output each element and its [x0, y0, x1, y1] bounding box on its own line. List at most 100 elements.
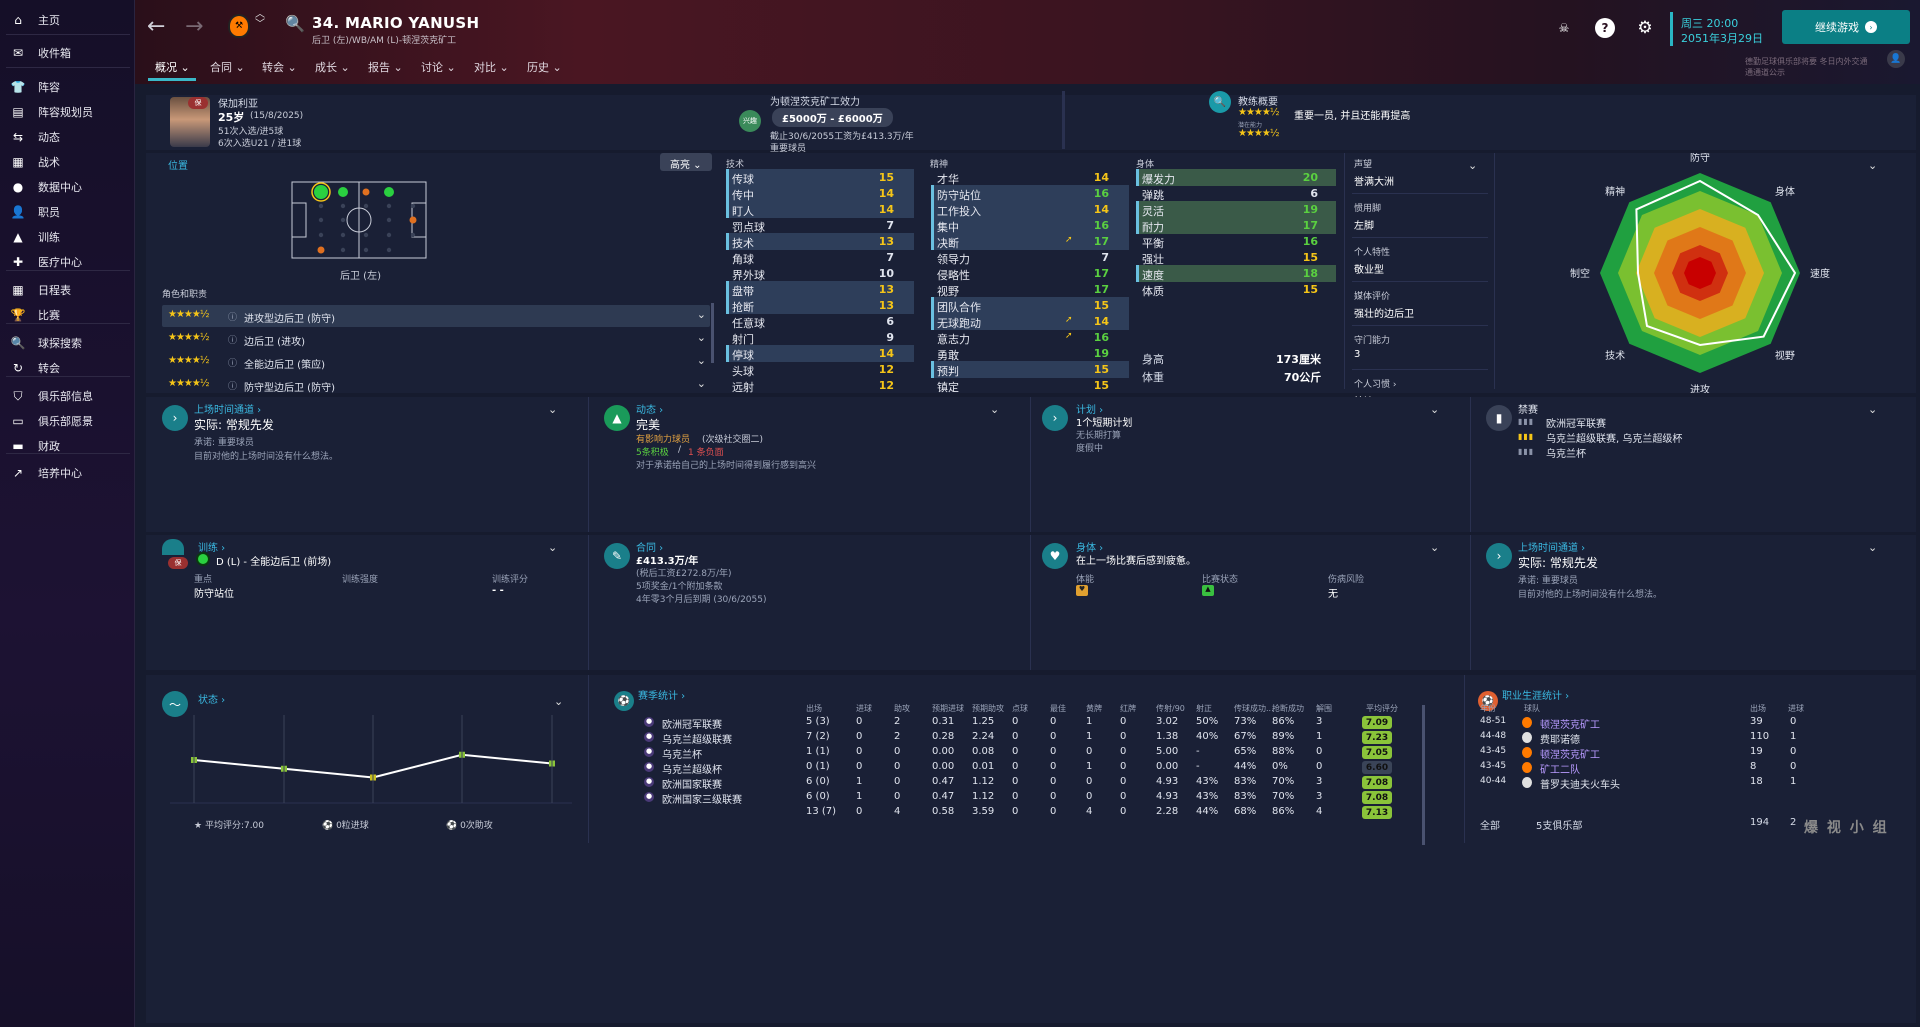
- contract-header[interactable]: 合同 ›: [636, 543, 664, 554]
- role-row[interactable]: ★★★★½ ⓘ 防守型边后卫 (防守) ⌄: [162, 374, 710, 396]
- season-col-header[interactable]: 红牌: [1120, 704, 1136, 713]
- sidebar-item-clipboard[interactable]: ▤ 阵容规划员: [0, 99, 135, 125]
- tab-1[interactable]: 合同 ⌄: [210, 61, 245, 74]
- skull-icon[interactable]: ☠: [1558, 21, 1570, 35]
- chevron-down-icon[interactable]: ⌄: [554, 695, 564, 708]
- training-header[interactable]: 训练 ›: [198, 543, 226, 554]
- chevron-down-icon[interactable]: ⌄: [548, 541, 558, 554]
- sidebar-item-transfer[interactable]: ↻ 转会: [0, 355, 135, 381]
- sidebar-item-training[interactable]: ▲ 训练: [0, 224, 135, 250]
- tab-5[interactable]: 讨论 ⌄: [421, 61, 456, 74]
- position-header[interactable]: 位置: [168, 161, 188, 172]
- sidebar-item-dynamics[interactable]: ⇆ 动态: [0, 124, 135, 150]
- career-club[interactable]: 顿涅茨克矿工: [1540, 720, 1600, 731]
- sidebar-item-vision[interactable]: ▭ 俱乐部愿景: [0, 408, 135, 434]
- season-stats-header[interactable]: 赛季统计 ›: [638, 691, 686, 702]
- season-col-header[interactable]: 进球: [856, 704, 872, 713]
- training-role[interactable]: D (L) - 全能边后卫 (前场): [216, 557, 332, 568]
- role-name: 全能边后卫 (策应): [244, 360, 325, 371]
- scrollbar[interactable]: [1422, 705, 1425, 845]
- sidebar-item-scout-search[interactable]: 🔍 球探搜索: [0, 330, 135, 356]
- sidebar-item-calendar[interactable]: ▦ 日程表: [0, 277, 135, 303]
- attribute-row: 弹跳 6: [1136, 185, 1336, 202]
- season-col-header[interactable]: 解围: [1316, 704, 1332, 713]
- competition-name[interactable]: 欧洲国家三级联赛: [662, 795, 742, 806]
- tab-3[interactable]: 成长 ⌄: [315, 61, 350, 74]
- sidebar-item-home[interactable]: ⌂ 主页: [0, 7, 135, 33]
- season-col-header[interactable]: 抢断成功: [1272, 704, 1304, 713]
- sidebar-item-staff[interactable]: 👤 职员: [0, 199, 135, 225]
- fitness-header[interactable]: 身体 ›: [1076, 543, 1104, 554]
- sidebar-item-development[interactable]: ↗ 培养中心: [0, 460, 135, 486]
- player-switch-chevrons-icon[interactable]: ︿ ﹀: [255, 9, 265, 30]
- season-col-header[interactable]: 出场: [806, 704, 822, 713]
- competition-name[interactable]: 欧洲国家联赛: [662, 780, 722, 791]
- forward-arrow-icon[interactable]: →: [185, 14, 204, 39]
- sidebar-item-label: 比赛: [38, 309, 60, 322]
- gear-icon[interactable]: ⚙: [1637, 18, 1653, 38]
- season-col-header[interactable]: 传射/90: [1156, 704, 1185, 713]
- tab-7[interactable]: 历史 ⌄: [527, 61, 562, 74]
- info-label[interactable]: 个人习惯 ›: [1354, 380, 1397, 390]
- competition-name[interactable]: 乌克兰超级联赛: [662, 735, 732, 746]
- career-stats-header[interactable]: 职业生涯统计 ›: [1502, 691, 1570, 702]
- chevron-down-icon[interactable]: ⌄: [696, 331, 706, 344]
- sidebar-item-inbox[interactable]: ✉ 收件箱: [0, 40, 135, 66]
- scrollbar[interactable]: [711, 303, 714, 363]
- role-row[interactable]: ★★★★½ ⓘ 进攻型边后卫 (防守) ⌄: [162, 305, 710, 327]
- chevron-down-icon[interactable]: ⌄: [1868, 403, 1878, 416]
- chevron-down-icon[interactable]: ⌄: [696, 377, 706, 390]
- competition-name[interactable]: 乌克兰超级杯: [662, 765, 722, 776]
- chevron-down-icon[interactable]: ⌄: [990, 403, 1000, 416]
- season-col-header[interactable]: 黄牌: [1086, 704, 1102, 713]
- chevron-down-icon[interactable]: ⌄: [696, 308, 706, 321]
- sidebar-item-tactics[interactable]: ▦ 战术: [0, 149, 135, 175]
- dynamics-header[interactable]: 动态 ›: [636, 405, 664, 416]
- season-col-header[interactable]: 预期进球: [932, 704, 964, 713]
- role-row[interactable]: ★★★★½ ⓘ 边后卫 (进攻) ⌄: [162, 328, 710, 350]
- chevron-down-icon[interactable]: ⌄: [1868, 541, 1878, 554]
- continue-game-button[interactable]: 继续游戏 ›: [1782, 10, 1910, 44]
- season-col-header[interactable]: 助攻: [894, 704, 910, 713]
- help-icon[interactable]: ?: [1595, 18, 1615, 38]
- back-arrow-icon[interactable]: ←: [147, 14, 166, 39]
- sidebar-item-trophy[interactable]: 🏆 比赛: [0, 302, 135, 328]
- sidebar-item-finance[interactable]: ▬ 财政: [0, 433, 135, 459]
- season-col-header[interactable]: 最佳: [1050, 704, 1066, 713]
- notification-user-icon[interactable]: 👤: [1887, 50, 1905, 68]
- season-col-header[interactable]: 射正: [1196, 704, 1212, 713]
- competition-name[interactable]: 欧洲冠军联赛: [662, 720, 722, 731]
- chevron-down-icon[interactable]: ⌄: [1430, 403, 1440, 416]
- chevron-down-icon[interactable]: ⌄: [696, 354, 706, 367]
- tab-0[interactable]: 概况 ⌄: [155, 61, 190, 74]
- chevron-down-icon[interactable]: ⌄: [1468, 159, 1478, 172]
- career-club[interactable]: 顿涅茨克矿工: [1540, 750, 1600, 761]
- sidebar-item-shirt[interactable]: 👕 阵容: [0, 74, 135, 100]
- nationality[interactable]: 保加利亚: [218, 99, 258, 110]
- tab-6[interactable]: 对比 ⌄: [474, 61, 509, 74]
- chevron-down-icon[interactable]: ⌄: [548, 403, 558, 416]
- sidebar-item-data[interactable]: ● 数据中心: [0, 174, 135, 200]
- chevron-down-icon[interactable]: ⌄: [1868, 159, 1878, 172]
- season-col-header[interactable]: 传球成功...: [1234, 704, 1274, 713]
- sidebar-item-club-info[interactable]: ⛉ 俱乐部信息: [0, 383, 135, 409]
- sidebar-item-medical[interactable]: ✚ 医疗中心: [0, 249, 135, 275]
- season-col-header[interactable]: 平均评分: [1366, 704, 1398, 713]
- chevron-down-icon[interactable]: ⌄: [1430, 541, 1440, 554]
- role-row[interactable]: ★★★★½ ⓘ 全能边后卫 (策应) ⌄: [162, 351, 710, 373]
- career-club[interactable]: 矿工二队: [1540, 765, 1580, 776]
- coach-report-title[interactable]: 教练概要: [1238, 97, 1278, 108]
- highlight-dropdown[interactable]: 高亮 ⌄: [660, 153, 712, 171]
- playing-time-header[interactable]: 上场时间通道 ›: [1518, 543, 1586, 554]
- transfer-value[interactable]: £5000万 - £6000万: [772, 108, 893, 127]
- form-header[interactable]: 状态 ›: [198, 695, 226, 706]
- playing-time-header[interactable]: 上场时间通道 ›: [194, 405, 262, 416]
- info-label: 惯用脚: [1354, 204, 1382, 214]
- tab-2[interactable]: 转会 ⌄: [262, 61, 297, 74]
- season-col-header[interactable]: 点球: [1012, 704, 1028, 713]
- season-col-header[interactable]: 预期助攻: [972, 704, 1004, 713]
- competition-name[interactable]: 乌克兰杯: [662, 750, 702, 761]
- tab-4[interactable]: 报告 ⌄: [368, 61, 403, 74]
- plan-header[interactable]: 计划 ›: [1076, 405, 1104, 416]
- search-icon[interactable]: 🔍: [285, 14, 305, 33]
